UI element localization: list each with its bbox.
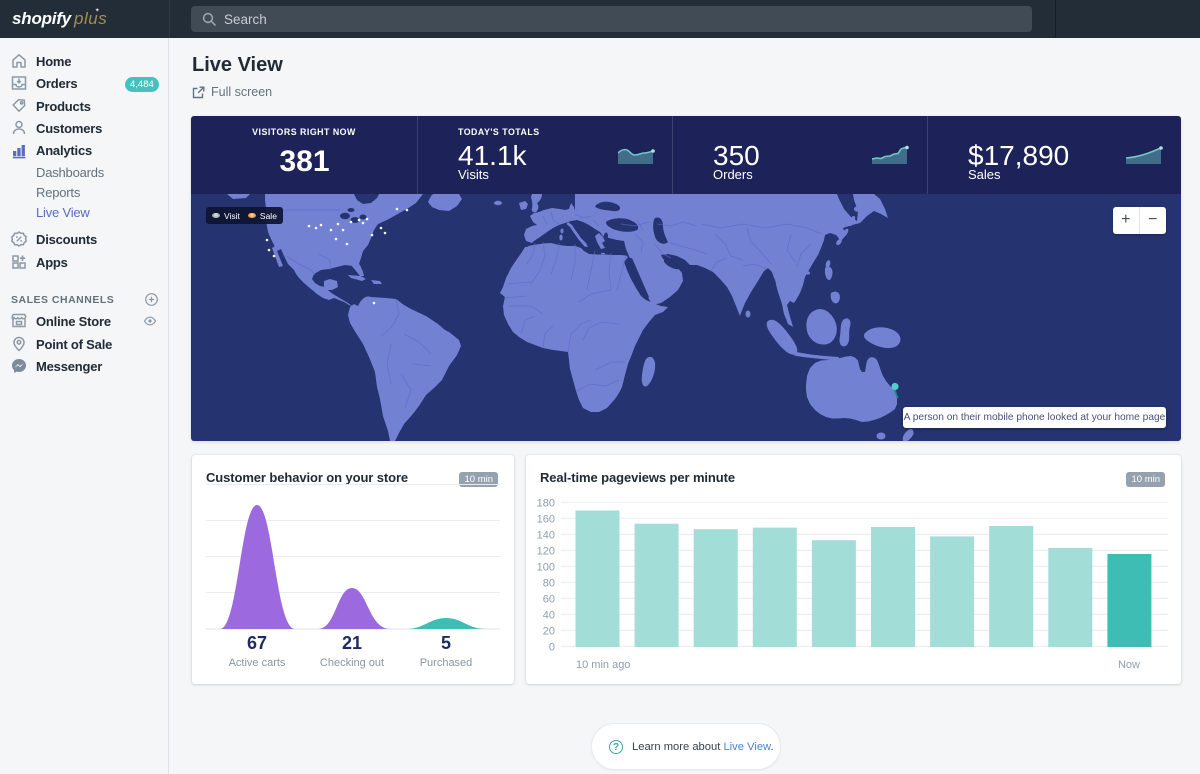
svg-text:40: 40 (543, 609, 555, 621)
svg-text:Now: Now (1118, 659, 1140, 671)
svg-text:60: 60 (543, 593, 555, 605)
svg-text:10 min ago: 10 min ago (576, 659, 630, 671)
svg-text:180: 180 (537, 497, 555, 509)
svg-text:0: 0 (549, 641, 555, 653)
svg-text:140: 140 (537, 529, 555, 541)
svg-text:120: 120 (537, 545, 555, 557)
svg-text:100: 100 (537, 561, 555, 573)
svg-text:80: 80 (543, 577, 555, 589)
svg-text:20: 20 (543, 625, 555, 637)
svg-text:160: 160 (537, 513, 555, 525)
